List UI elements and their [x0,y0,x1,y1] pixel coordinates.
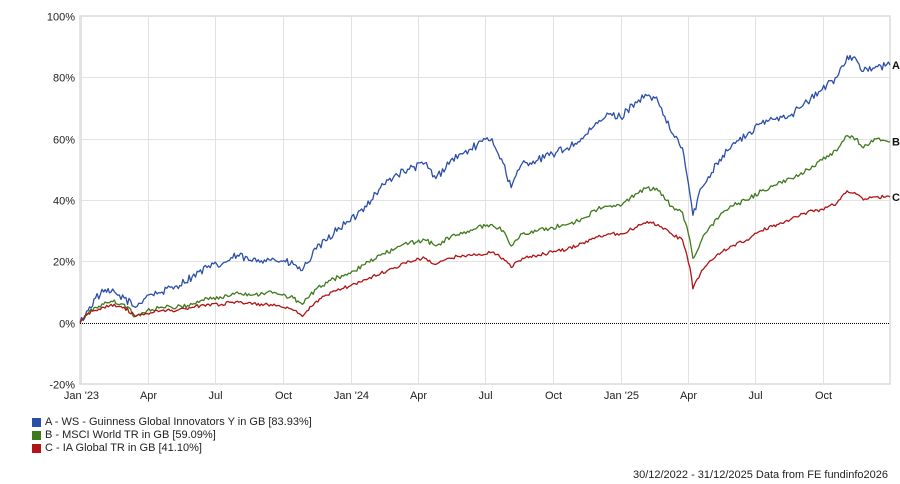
x-tick-label: Apr [140,390,157,402]
legend-item-b: B - MSCI World TR in GB [59.09%] [32,429,312,442]
series-line-a [79,54,891,323]
series-layer: A B C [79,54,900,324]
x-tick-label: Apr [680,390,697,402]
y-tick-label: -20% [49,380,75,392]
legend-item-c: C - IA Global TR in GB [41.10%] [32,442,312,455]
y-tick-label: 60% [53,135,75,147]
x-axis: Jan '23 Apr Jul Oct Jan '24 Apr Jul Oct Jan '25 A… [64,390,832,402]
series-line-c [79,190,891,324]
x-tick-label: Jul [748,390,762,402]
x-tick-label: Jan '25 [604,390,639,402]
legend-swatch-c [32,444,41,453]
footer-date-range: 30/12/2022 - 31/12/2025 [632,469,753,481]
legend-swatch-b [32,431,41,440]
performance-chart: -20%0%20%40%60%80%100% Jan '23 Apr Jul Oct J… [47,12,900,403]
y-tick-label: 80% [53,73,75,85]
y-tick-label: 0% [59,319,75,331]
legend-label-c: C - IA Global TR in GB [41.10%] [45,442,202,454]
x-tick-label: Apr [410,390,427,402]
series-end-label-b: B [892,137,900,149]
y-axis: -20% 0% 20% 40% 60% 80% 100% [47,12,75,392]
grid [79,15,891,385]
series-end-label-c: C [892,192,900,204]
x-tick-label: Jul [208,390,222,402]
legend-item-a: A - WS - Guinness Global Innovators Y in… [32,416,312,429]
series-line-b [79,134,891,323]
legend-label-a: A - WS - Guinness Global Innovators Y in… [45,416,312,428]
legend-swatch-a [32,418,41,427]
x-tick-label: Jul [478,390,492,402]
footer-source: Data from FE fundinfo2026 [755,469,888,481]
x-tick-label: Oct [275,390,292,402]
x-tick-label: Oct [545,390,562,402]
legend: A - WS - Guinness Global Innovators Y in… [32,416,312,455]
y-tick-label: 40% [53,196,75,208]
x-tick-label: Oct [815,390,832,402]
y-tick-label: 100% [47,12,75,24]
series-end-label-a: A [892,60,900,72]
y-tick-label: 20% [53,257,75,269]
legend-label-b: B - MSCI World TR in GB [59.09%] [45,429,216,441]
x-tick-label: Jan '24 [334,390,369,402]
x-tick-label: Jan '23 [64,390,99,402]
footer: 30/12/2022 - 31/12/2025 Data from FE fun… [633,469,888,481]
